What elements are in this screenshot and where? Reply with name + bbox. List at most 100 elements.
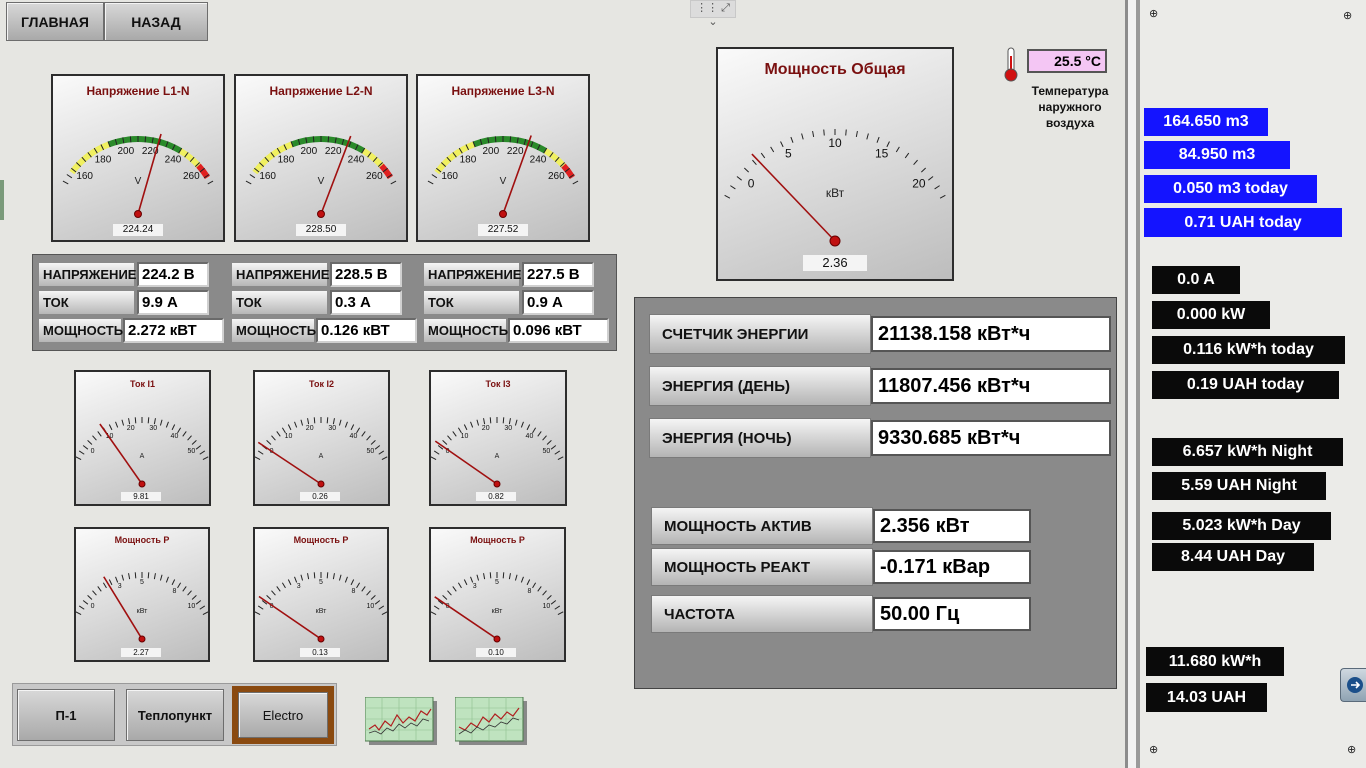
gauge-tick: [121, 574, 125, 581]
gauge-tick-label: 8: [527, 588, 531, 595]
gauge-tick: [199, 605, 206, 610]
cost-total-readout: 14.03 UAH: [1146, 683, 1267, 712]
gauge-tick: [446, 156, 452, 163]
gauge-tick: [378, 605, 385, 610]
gauge-tick-label: 220: [142, 146, 159, 157]
gauge-band: [379, 163, 393, 180]
gauge-tick: [530, 141, 534, 148]
gauge-tick: [338, 419, 342, 426]
power-label-1: МОЩНОСТЬ: [38, 318, 123, 343]
gauge-tick: [442, 595, 448, 600]
gauge-tick: [281, 427, 286, 434]
trend-chart-icon[interactable]: [364, 696, 439, 747]
gauge-needle-hub: [493, 635, 501, 643]
gauge-tick-label: 50: [543, 448, 551, 455]
gauge-tick: [433, 450, 440, 455]
screw-icon: ⊕: [1149, 8, 1159, 20]
gas-today-readout: 0.050 m3 today: [1144, 175, 1317, 203]
gauge-tick: [536, 144, 541, 151]
gauge-tick-label: 30: [328, 425, 336, 432]
gauge-value: 227.52: [478, 224, 528, 236]
gauge-tick: [307, 573, 310, 580]
gauge-tick: [159, 574, 163, 581]
gauge-needle-hub: [499, 210, 507, 218]
energy-panel: СЧЕТЧИК ЭНЕРГИИ 21138.158 кВт*ч ЭНЕРГИЯ …: [634, 297, 1117, 689]
gauge-tick: [939, 194, 946, 199]
gauge-tick: [266, 440, 272, 445]
gauge-tick: [760, 152, 766, 159]
voltage-gauge-l1: Напряжение L1-N 160 180 200 220 240 260 V 224.…: [51, 74, 225, 242]
gauge-tick: [790, 136, 794, 143]
gauge-tick: [266, 595, 272, 600]
gauge-needle: [751, 153, 836, 242]
gauge-tick-label: 240: [165, 155, 182, 166]
gauge-tick: [114, 138, 118, 146]
gauge-tick: [572, 180, 579, 185]
gauge-tick: [374, 600, 381, 605]
gauge-needle-hub: [134, 210, 142, 218]
gauge-tick: [532, 582, 537, 589]
voltage-label-2: НАПРЯЖЕНИЕ: [231, 262, 329, 287]
trend-chart-icon-2[interactable]: [454, 696, 529, 747]
remote-control-icon[interactable]: [1340, 668, 1366, 702]
gauge-tick: [437, 445, 444, 450]
heat-point-button[interactable]: Теплопункт: [126, 689, 224, 741]
gauge-tick: [550, 445, 557, 450]
gauge-dial: 0 10 20 30 40 50 A: [431, 417, 564, 488]
screw-icon: ⊕: [1343, 10, 1353, 22]
gauge-tick-label: 0: [91, 448, 95, 455]
gauge-unit: A: [495, 453, 500, 460]
gauge-needle-hub: [829, 235, 841, 247]
gauge-tick: [62, 180, 69, 185]
gauge-tick: [377, 162, 384, 167]
gauge-needle: [258, 595, 322, 640]
gauge-needle-hub: [317, 480, 325, 488]
gauge-tick-label: 5: [319, 579, 323, 586]
power-value-3: 0.096 кВТ: [508, 318, 609, 343]
temperature-label-line3: воздуха: [1045, 116, 1095, 130]
gauge-tick: [245, 180, 252, 185]
gauge-tick: [437, 600, 444, 605]
gauge-tick: [350, 579, 355, 586]
gauge-unit: V: [500, 176, 507, 187]
gauge-value: 2.36: [803, 255, 867, 271]
gauge-tick: [476, 419, 480, 426]
gauge-tick: [736, 176, 742, 181]
gauge-tick: [255, 456, 261, 461]
gauge-tick: [378, 450, 385, 455]
left-edge-marker: [0, 180, 4, 220]
back-button[interactable]: НАЗАД: [104, 2, 208, 41]
gauge-dial: 0 3 5 8 10 кВт: [255, 572, 387, 643]
gauge-tick: [372, 156, 378, 163]
gauge-tick: [199, 167, 205, 173]
gauge-tick: [895, 146, 900, 153]
gauge-tick: [283, 144, 288, 151]
gauge-tick-label: 180: [95, 155, 112, 166]
gauge-tick: [332, 418, 335, 425]
gauge-tick: [554, 450, 561, 455]
gauge-tick: [97, 431, 102, 437]
gauge-tick: [92, 590, 97, 596]
gauge-tick: [115, 576, 119, 583]
gauge-tick: [886, 141, 890, 148]
gauge-tick: [326, 417, 329, 424]
gauge-tick-label: 5: [495, 579, 499, 586]
home-button[interactable]: ГЛАВНАЯ: [6, 2, 104, 41]
gauge-title: Ток I2: [309, 379, 334, 389]
gauge-tick-label: 160: [76, 171, 93, 182]
electro-button[interactable]: Electro: [238, 692, 328, 738]
gauge-tick-label: 0: [446, 448, 450, 455]
energy-meter-value: 21138.158 кВт*ч: [871, 316, 1111, 352]
gauge-unit: V: [135, 176, 142, 187]
p1-button[interactable]: П-1: [17, 689, 115, 741]
gauge-tick: [153, 418, 156, 425]
gauge-tick: [254, 167, 260, 173]
window-controls[interactable]: ⋮⋮ ⤢ ⌄: [690, 0, 736, 28]
gauge-tick: [554, 156, 560, 163]
gauge-unit: кВт: [137, 608, 148, 615]
gauge-unit: кВт: [492, 608, 503, 615]
gauge-tick: [743, 167, 750, 173]
voltage-gauge-l3: Напряжение L3-N 160 180 200 220 240 260 V 227.…: [416, 74, 590, 242]
voltage-label-1: НАПРЯЖЕНИЕ: [38, 262, 136, 287]
